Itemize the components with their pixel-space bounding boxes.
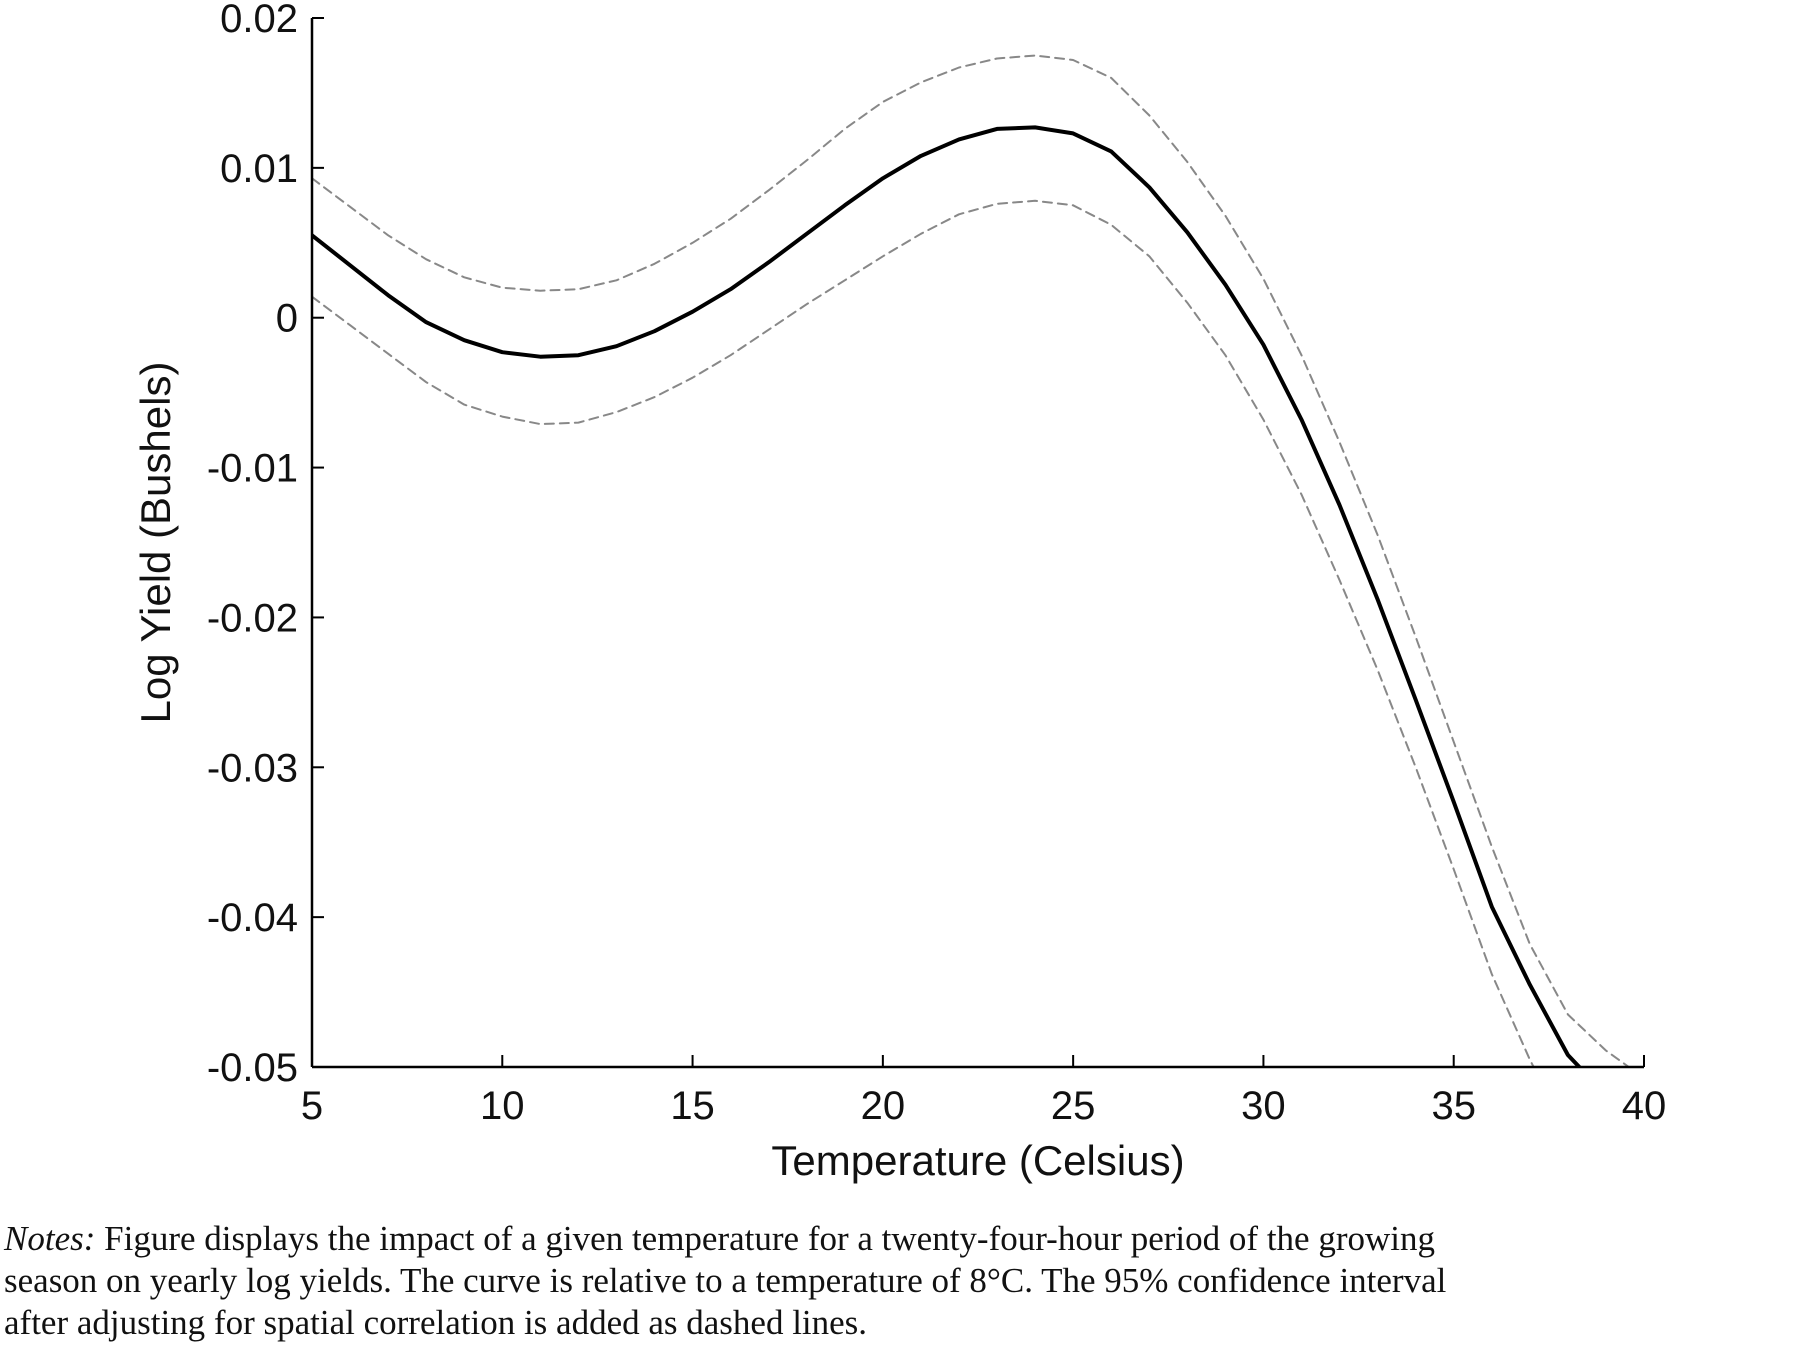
x-tick-label: 10 (480, 1084, 525, 1128)
x-axis-ticks: 5 10 15 20 25 30 35 40 (301, 1055, 1666, 1128)
y-tick-label: -0.04 (207, 896, 298, 940)
y-tick-label: -0.01 (207, 447, 298, 491)
x-tick-label: 5 (301, 1084, 323, 1128)
x-tick-label: 25 (1051, 1084, 1096, 1128)
notes-line-3: after adjusting for spatial correlation … (4, 1303, 868, 1342)
notes-line-1: Notes: Figure displays the impact of a g… (4, 1218, 1794, 1260)
x-tick-label: 35 (1431, 1084, 1476, 1128)
notes-lead: Notes: (4, 1219, 96, 1258)
y-tick-label: 0.01 (220, 147, 298, 191)
x-tick-label: 30 (1241, 1084, 1286, 1128)
notes-line-1-text: Figure displays the impact of a given te… (104, 1219, 1435, 1258)
figure-notes: Notes: Figure displays the impact of a g… (4, 1218, 1794, 1344)
confidence-bound-line (312, 199, 1535, 1067)
y-tick-label: -0.05 (207, 1046, 298, 1090)
y-tick-label: -0.02 (207, 596, 298, 640)
y-tick-label: -0.03 (207, 746, 298, 790)
confidence-bound-line (312, 54, 1630, 1067)
y-axis-title: Log Yield (Bushels) (132, 362, 179, 724)
y-tick-label: 0 (276, 297, 298, 341)
series-layer (312, 54, 1630, 1067)
chart: 0.02 0.01 0 -0.01 -0.02 -0.03 -0.04 -0.05 5 10 15… (132, 0, 1666, 1184)
y-axis-ticks: 0.02 0.01 0 -0.01 -0.02 -0.03 -0.04 -0.05 (207, 0, 324, 1090)
x-tick-label: 15 (670, 1084, 715, 1128)
y-tick-label: 0.02 (220, 0, 298, 41)
notes-line-2: season on yearly log yields. The curve i… (4, 1261, 1447, 1300)
x-tick-label: 20 (861, 1084, 906, 1128)
x-axis-title: Temperature (Celsius) (771, 1137, 1184, 1184)
estimate-line (312, 125, 1582, 1067)
x-tick-label: 40 (1622, 1084, 1667, 1128)
